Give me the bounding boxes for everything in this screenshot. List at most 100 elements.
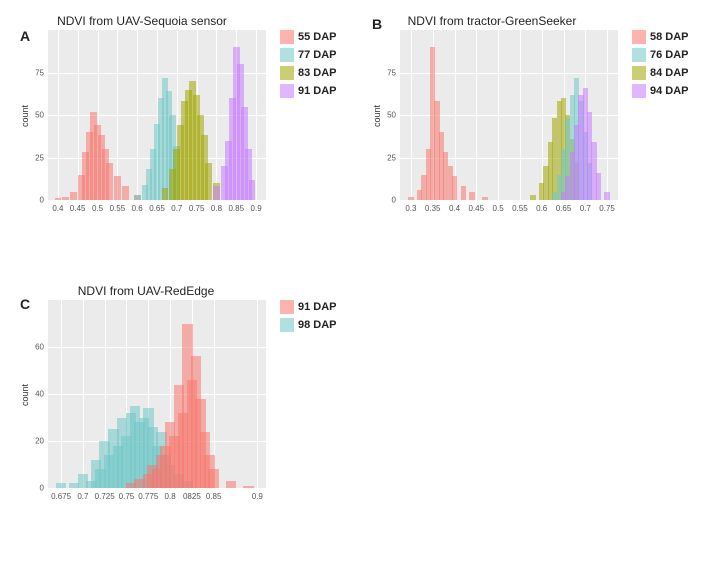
legend-b: 58 DAP 76 DAP 84 DAP 94 DAP <box>632 30 689 102</box>
x-tick: 0.675 <box>51 492 71 501</box>
histogram-bar <box>134 195 141 200</box>
y-axis-label: count <box>372 105 382 127</box>
legend-swatch <box>280 66 294 80</box>
panel-label-b: B <box>372 16 382 32</box>
legend-swatch <box>280 84 294 98</box>
legend-swatch <box>632 84 646 98</box>
y-tick: 75 <box>30 68 44 77</box>
x-tick: 0.65 <box>149 204 165 213</box>
chart-title-c: NDVI from UAV-RedEdge <box>78 284 215 298</box>
y-tick: 40 <box>30 390 44 399</box>
plot-area-a <box>48 30 266 200</box>
histogram-bar <box>226 481 236 488</box>
legend-label: 55 DAP <box>298 31 337 43</box>
x-tick: 0.45 <box>469 204 485 213</box>
histogram-bar <box>70 192 77 201</box>
x-tick: 0.55 <box>110 204 126 213</box>
legend-item: 91 DAP <box>280 84 337 98</box>
histogram-bar <box>596 173 601 200</box>
y-tick: 25 <box>382 153 396 162</box>
x-tick: 0.75 <box>189 204 205 213</box>
plot-area-b <box>400 30 618 200</box>
y-tick: 75 <box>382 68 396 77</box>
panel-label-c: C <box>20 296 30 312</box>
histogram-bar <box>213 186 220 200</box>
x-tick: 0.775 <box>138 492 158 501</box>
histogram-bar <box>482 197 487 200</box>
y-tick: 0 <box>30 196 44 205</box>
x-tick: 0.7 <box>580 204 591 213</box>
histogram-bar <box>604 192 609 201</box>
x-tick: 0.65 <box>556 204 572 213</box>
y-tick: 20 <box>30 437 44 446</box>
legend-item: 58 DAP <box>632 30 689 44</box>
x-tick: 0.75 <box>119 492 135 501</box>
x-tick: 0.725 <box>95 492 115 501</box>
x-tick: 0.7 <box>77 492 88 501</box>
legend-item: 94 DAP <box>632 84 689 98</box>
legend-label: 94 DAP <box>650 85 689 97</box>
x-tick: 0.35 <box>425 204 441 213</box>
y-tick: 0 <box>382 196 396 205</box>
legend-item: 77 DAP <box>280 48 337 62</box>
histogram-bar <box>122 186 129 200</box>
x-tick: 0.55 <box>512 204 528 213</box>
legend-c: 91 DAP 98 DAP <box>280 300 337 336</box>
histogram-bar <box>106 163 113 200</box>
histogram-bar <box>249 180 256 200</box>
histogram-bar <box>452 176 457 200</box>
y-tick: 25 <box>30 153 44 162</box>
plot-area-c <box>48 300 266 488</box>
histogram-bar <box>208 469 218 488</box>
y-axis-label: count <box>20 105 30 127</box>
x-tick: 0.8 <box>211 204 222 213</box>
y-tick: 50 <box>382 111 396 120</box>
x-tick: 0.75 <box>599 204 615 213</box>
chart-title-b: NDVI from tractor-GreenSeeker <box>408 14 577 28</box>
legend-swatch <box>632 66 646 80</box>
y-axis-label: count <box>20 384 30 406</box>
histogram-bar <box>114 176 121 200</box>
histogram-bar <box>243 486 253 488</box>
legend-swatch <box>280 30 294 44</box>
legend-swatch <box>280 300 294 314</box>
x-tick: 0.3 <box>405 204 416 213</box>
legend-a: 55 DAP 77 DAP 83 DAP 91 DAP <box>280 30 337 102</box>
histogram-bar <box>530 195 535 200</box>
histogram-bar <box>408 197 413 200</box>
x-tick: 0.85 <box>228 204 244 213</box>
legend-label: 76 DAP <box>650 49 689 61</box>
x-tick: 0.45 <box>70 204 86 213</box>
legend-swatch <box>280 318 294 332</box>
y-tick: 60 <box>30 343 44 352</box>
histogram-bar <box>62 197 69 200</box>
x-tick: 0.4 <box>52 204 63 213</box>
legend-item: 98 DAP <box>280 318 337 332</box>
y-tick: 0 <box>30 484 44 493</box>
legend-swatch <box>632 48 646 62</box>
legend-label: 91 DAP <box>298 301 337 313</box>
histogram-bar <box>162 188 169 200</box>
legend-item: 55 DAP <box>280 30 337 44</box>
x-tick: 0.4 <box>449 204 460 213</box>
legend-item: 91 DAP <box>280 300 337 314</box>
x-tick: 0.9 <box>251 204 262 213</box>
x-tick: 0825 <box>183 492 201 501</box>
y-tick: 50 <box>30 111 44 120</box>
legend-item: 83 DAP <box>280 66 337 80</box>
legend-item: 84 DAP <box>632 66 689 80</box>
legend-label: 58 DAP <box>650 31 689 43</box>
histogram-bar <box>469 192 474 201</box>
legend-label: 91 DAP <box>298 85 337 97</box>
legend-swatch <box>280 48 294 62</box>
panel-label-a: A <box>20 28 30 44</box>
x-tick: 0.7 <box>171 204 182 213</box>
x-tick: 0.85 <box>206 492 222 501</box>
x-tick: 0.6 <box>132 204 143 213</box>
legend-label: 98 DAP <box>298 319 337 331</box>
legend-item: 76 DAP <box>632 48 689 62</box>
x-tick: 0.5 <box>493 204 504 213</box>
legend-label: 77 DAP <box>298 49 337 61</box>
histogram-bar <box>461 186 466 200</box>
histogram-bar <box>56 483 66 488</box>
